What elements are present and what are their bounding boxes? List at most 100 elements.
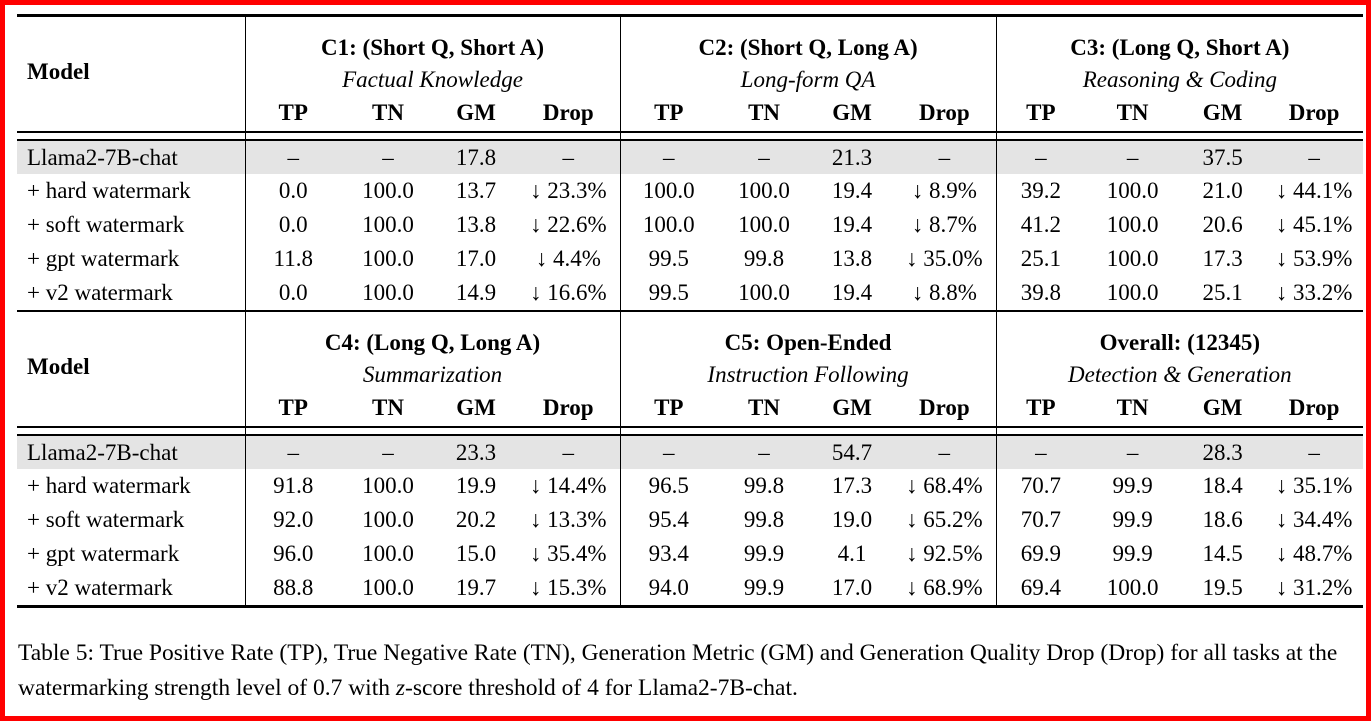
value-cell: 0.0 — [244, 276, 341, 311]
value-cell: 69.4 — [995, 571, 1086, 607]
col-header-tn: TN — [1116, 100, 1149, 125]
results-table-upper: Model C1: (Short Q, Short A) C2: (Short … — [17, 14, 1364, 312]
value-cell: ↓ 15.3% — [529, 575, 607, 600]
value-cell: 100.0 — [1106, 178, 1159, 203]
value-cell: ↓ 45.1% — [1275, 212, 1353, 237]
value-cell: 99.9 — [743, 575, 785, 600]
double-rule — [17, 131, 1364, 141]
group-title-c2: C2: (Short Q, Long A) — [619, 15, 997, 65]
value-cell: – — [1265, 140, 1364, 174]
value-cell: 70.7 — [995, 469, 1086, 503]
group-title-c3: C3: (Long Q, Short A) — [995, 15, 1364, 65]
value-cell: ↓ 8.8% — [911, 280, 977, 305]
col-header-drop: Drop — [542, 395, 594, 420]
model-cell: + hard watermark — [27, 178, 191, 203]
col-header-drop: Drop — [1288, 100, 1340, 125]
value-cell: 100.0 — [738, 212, 790, 237]
model-cell: Llama2-7B-chat — [17, 435, 245, 469]
value-cell: 95.4 — [619, 503, 718, 537]
value-cell: 17.3 — [1202, 246, 1243, 271]
model-cell: + hard watermark — [27, 473, 191, 498]
value-cell: – — [893, 435, 997, 469]
results-table-lower: Model C4: (Long Q, Long A) C5: Open-Ende… — [17, 312, 1364, 608]
caption-z-symbol: z — [395, 675, 406, 701]
value-cell: 14.5 — [1202, 541, 1243, 566]
value-cell: ↓ 13.3% — [529, 507, 607, 532]
value-cell: 88.8 — [244, 571, 341, 607]
value-cell: 100.0 — [362, 246, 414, 271]
col-header-drop: Drop — [1288, 395, 1340, 420]
model-cell: Llama2-7B-chat — [17, 140, 245, 174]
value-cell: 11.8 — [244, 242, 341, 276]
value-cell: 13.7 — [455, 178, 497, 203]
col-header-drop: Drop — [918, 395, 970, 420]
value-cell: 100.0 — [619, 208, 718, 242]
value-cell: 99.5 — [619, 242, 718, 276]
value-cell: 20.6 — [1202, 212, 1243, 237]
col-header-tp: TP — [619, 95, 718, 132]
value-cell: 100.0 — [362, 212, 414, 237]
value-cell: ↓ 44.1% — [1275, 178, 1353, 203]
value-cell: ↓ 35.0% — [905, 246, 983, 271]
col-header-tp: TP — [619, 390, 718, 427]
value-cell: ↓ 35.4% — [529, 541, 607, 566]
model-cell: + gpt watermark — [27, 246, 180, 271]
table-row: + gpt watermark 96.0 100.0 15.0 ↓ 35.4% 93.4 9… — [17, 537, 1363, 571]
group-subtitle-c2: Long-form QA — [619, 65, 997, 95]
value-cell: 99.8 — [743, 246, 785, 271]
value-cell: – — [244, 140, 341, 174]
value-cell: ↓ 68.9% — [905, 575, 983, 600]
value-cell: 19.4 — [831, 212, 873, 237]
value-cell: 41.2 — [995, 208, 1086, 242]
value-cell: 93.4 — [619, 537, 718, 571]
value-cell: – — [717, 435, 812, 469]
col-header-gm: GM — [456, 395, 496, 420]
value-cell: – — [995, 435, 1086, 469]
group-subtitle-row: Summarization Instruction Following Dete… — [17, 360, 1364, 390]
value-cell: 18.6 — [1202, 507, 1243, 532]
value-cell: 99.9 — [1112, 473, 1153, 498]
value-cell: 69.9 — [995, 537, 1086, 571]
value-cell: ↓ 92.5% — [905, 541, 983, 566]
value-cell: 25.1 — [995, 242, 1086, 276]
group-subtitle-c3: Reasoning & Coding — [995, 65, 1364, 95]
table-row: + v2 watermark 88.8 100.0 19.7 ↓ 15.3% 94.0 99… — [17, 571, 1363, 607]
value-cell: 13.8 — [831, 246, 873, 271]
value-cell: 99.5 — [619, 276, 718, 311]
metric-header-row: TP TN GM Drop TP TN GM Drop TP TN GM Dro… — [17, 390, 1363, 427]
value-cell: 37.5 — [1180, 140, 1266, 174]
table-row: Llama2-7B-chat – –23.3– – –54.7– – –28.3– — [17, 435, 1364, 469]
value-cell: 19.0 — [831, 507, 873, 532]
col-header-tn: TN — [1116, 395, 1149, 420]
value-cell: ↓ 22.6% — [529, 212, 607, 237]
value-cell: – — [995, 140, 1086, 174]
value-cell: 19.5 — [1202, 575, 1243, 600]
col-header-tp: TP — [995, 95, 1086, 132]
value-cell: 100.0 — [1106, 212, 1159, 237]
value-cell: – — [244, 435, 341, 469]
value-cell: 19.4 — [831, 280, 873, 305]
value-cell: – — [341, 435, 435, 469]
value-cell: 20.2 — [455, 507, 497, 532]
value-cell: 100.0 — [362, 280, 414, 305]
model-column-header: Model — [27, 59, 90, 84]
value-cell: 100.0 — [1106, 246, 1159, 271]
value-cell: ↓ 31.2% — [1275, 575, 1353, 600]
group-subtitle-c5: Instruction Following — [619, 360, 997, 390]
value-cell: 100.0 — [362, 507, 414, 532]
table-row: + soft watermark 0.0 100.0 13.8 ↓ 22.6% 100.0… — [17, 208, 1363, 242]
value-cell: 96.5 — [619, 469, 718, 503]
value-cell: 92.0 — [244, 503, 341, 537]
col-header-tn: TN — [372, 395, 404, 420]
value-cell: 21.0 — [1202, 178, 1243, 203]
group-title-c5: C5: Open-Ended — [619, 312, 997, 360]
col-header-gm: GM — [832, 395, 872, 420]
table-row: Llama2-7B-chat – –17.8– – –21.3– – –37.5– — [17, 140, 1364, 174]
model-cell: + v2 watermark — [27, 280, 173, 305]
group-subtitle-c1: Factual Knowledge — [244, 65, 621, 95]
value-cell: – — [893, 140, 997, 174]
model-cell: + soft watermark — [27, 212, 185, 237]
col-header-drop: Drop — [542, 100, 594, 125]
value-cell: 17.0 — [831, 575, 873, 600]
value-cell: – — [1085, 140, 1181, 174]
